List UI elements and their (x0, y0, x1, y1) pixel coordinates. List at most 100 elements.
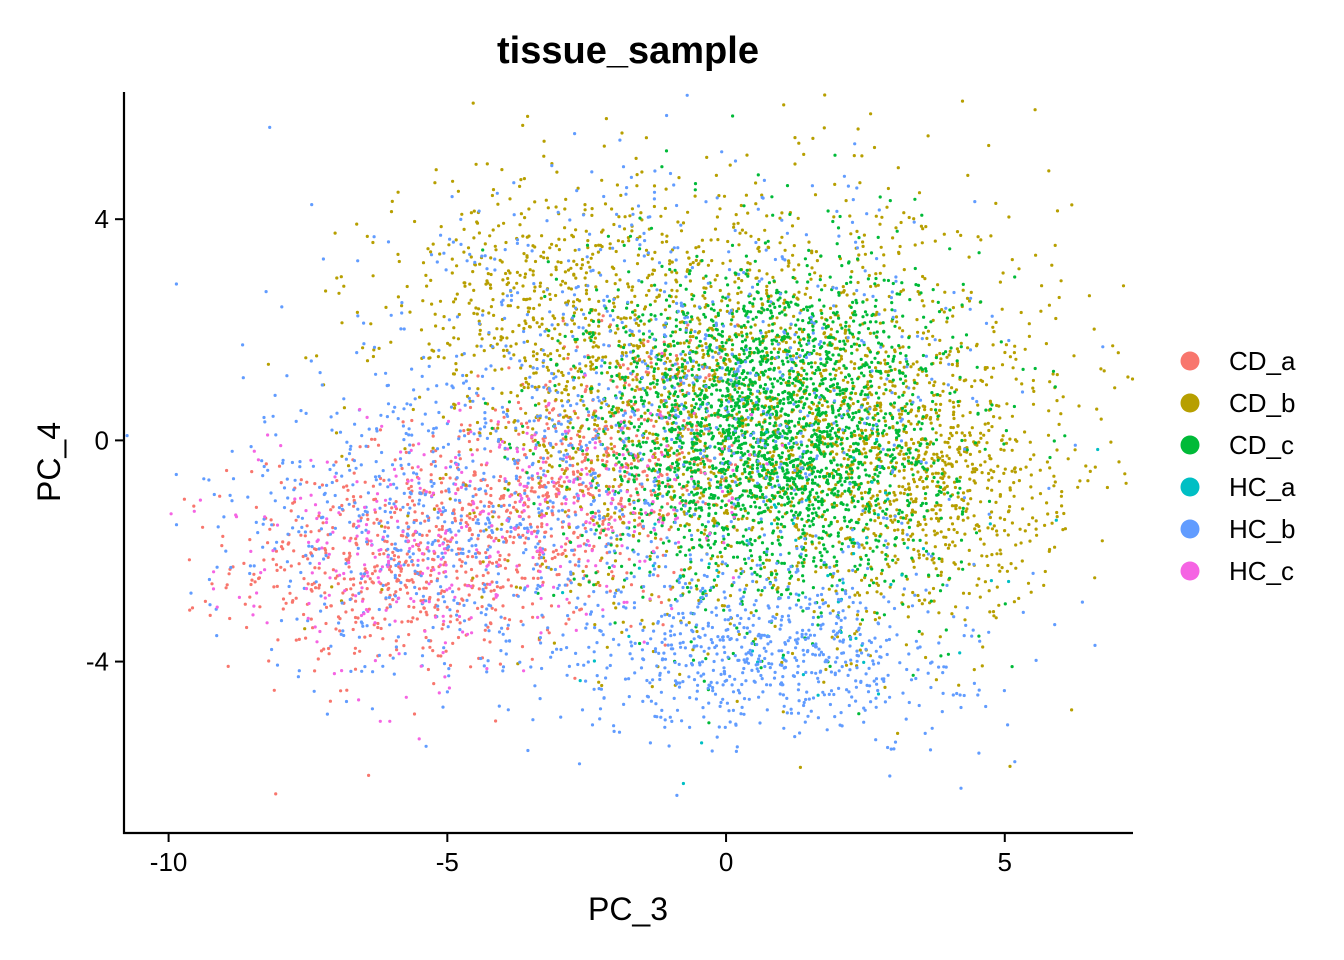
data-point (963, 434, 967, 438)
data-point (587, 594, 591, 598)
data-point (419, 610, 423, 614)
data-point (560, 442, 564, 446)
data-point (917, 598, 921, 603)
data-point (802, 377, 806, 381)
data-point (476, 393, 480, 398)
data-point (793, 424, 797, 428)
data-point (521, 284, 525, 288)
data-point (665, 513, 670, 517)
data-point (1051, 372, 1055, 376)
data-point (745, 583, 749, 587)
data-point (740, 517, 744, 521)
data-point (812, 556, 816, 560)
data-point (352, 504, 356, 508)
data-point (203, 599, 207, 604)
data-point (906, 538, 911, 542)
data-point (1004, 343, 1009, 347)
data-point (587, 323, 591, 327)
data-point (867, 365, 872, 369)
data-point (811, 382, 816, 386)
data-point (589, 256, 593, 260)
data-point (921, 274, 925, 279)
data-point (858, 622, 863, 626)
data-point (565, 466, 569, 470)
data-point (862, 233, 867, 237)
data-point (487, 534, 492, 538)
data-point (888, 585, 892, 589)
data-point (850, 377, 854, 381)
data-point (767, 323, 771, 327)
data-point (421, 299, 425, 303)
data-point (797, 327, 802, 331)
data-point (502, 354, 506, 358)
data-point (499, 338, 503, 342)
data-point (753, 570, 757, 575)
data-point (879, 376, 883, 380)
data-point (930, 362, 934, 366)
data-point (835, 647, 839, 651)
data-point (281, 607, 285, 611)
data-point (615, 183, 620, 187)
data-point (289, 564, 293, 568)
data-point (570, 330, 574, 334)
data-point (892, 401, 897, 405)
data-point (727, 396, 732, 400)
data-point (665, 240, 669, 244)
data-point (875, 590, 879, 594)
data-point (585, 574, 589, 578)
data-point (572, 472, 576, 476)
data-point (882, 253, 886, 257)
data-point (909, 534, 913, 538)
data-point (919, 224, 924, 228)
data-point (500, 391, 504, 395)
data-point (944, 543, 948, 547)
data-point (838, 339, 842, 343)
data-point (371, 484, 375, 488)
data-point (698, 322, 702, 326)
data-point (498, 474, 503, 479)
data-point (836, 493, 840, 497)
data-point (686, 427, 690, 431)
data-point (833, 346, 837, 350)
data-point (865, 298, 869, 302)
data-point (1093, 576, 1097, 580)
data-point (992, 415, 996, 419)
data-point (429, 573, 433, 577)
data-point (566, 299, 571, 303)
data-point (860, 452, 864, 456)
data-point (627, 557, 631, 561)
data-point (883, 308, 887, 312)
data-point (956, 424, 960, 428)
data-point (620, 630, 624, 635)
data-point (816, 495, 820, 499)
data-point (816, 365, 820, 370)
data-point (556, 488, 560, 492)
data-point (816, 615, 820, 619)
data-point (714, 338, 719, 342)
data-point (503, 486, 507, 491)
data-point (924, 414, 929, 418)
data-point (954, 388, 959, 392)
data-point (618, 437, 622, 441)
data-point (728, 259, 732, 263)
data-point (544, 511, 549, 516)
data-point (473, 473, 477, 477)
data-point (663, 643, 667, 647)
data-point (997, 563, 1001, 567)
data-point (908, 451, 912, 455)
data-point (688, 279, 693, 283)
data-point (997, 603, 1001, 607)
data-point (542, 139, 546, 143)
data-point (277, 464, 282, 468)
data-point (724, 362, 728, 366)
data-point (571, 304, 576, 308)
data-point (889, 402, 893, 406)
data-point (965, 296, 970, 300)
data-point (670, 270, 674, 274)
data-point (730, 338, 734, 342)
data-point (672, 451, 676, 455)
data-point (968, 410, 972, 415)
data-point (736, 291, 740, 296)
data-point (613, 621, 617, 625)
data-point (918, 477, 922, 482)
